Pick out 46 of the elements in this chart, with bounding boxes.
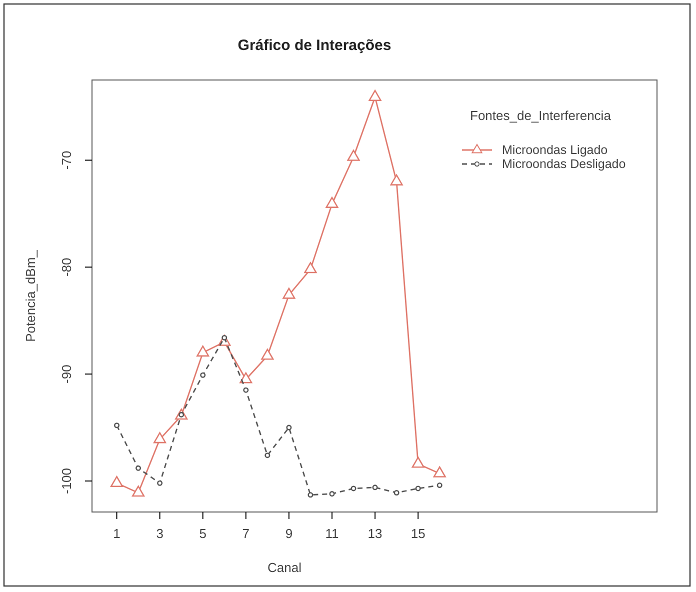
x-tick-label: 7: [242, 526, 250, 542]
x-tick-label: 3: [156, 526, 164, 542]
point: [415, 486, 421, 492]
point: [154, 432, 166, 444]
point: [436, 482, 442, 488]
point: [433, 466, 446, 478]
point: [240, 372, 252, 384]
point: [132, 486, 145, 497]
point: [157, 480, 163, 486]
y-tick-label: -100: [59, 468, 74, 494]
x-tick-label: 13: [368, 526, 382, 542]
legend-label: Microondas Ligado: [502, 143, 608, 157]
point: [243, 387, 249, 393]
x-tick-label: 11: [325, 526, 339, 542]
x-tick-label: 15: [410, 526, 426, 542]
y-tick-label: -70: [59, 150, 74, 170]
y-tick-label: -90: [59, 364, 74, 384]
point: [372, 484, 378, 490]
x-axis-title: Canal: [268, 560, 302, 575]
legend-label: Microondas Desligado: [502, 157, 626, 171]
point: [394, 490, 400, 496]
point: [350, 486, 356, 492]
x-tick-label: 5: [199, 526, 206, 542]
point: [110, 476, 124, 488]
point: [286, 424, 292, 430]
point: [368, 90, 382, 102]
point: [200, 372, 206, 378]
chart-title: Gráfico de Interações: [238, 37, 392, 54]
point: [261, 348, 274, 360]
y-axis-title: Potencia_dBm_: [23, 249, 38, 342]
point: [136, 465, 142, 471]
point: [390, 174, 403, 186]
x-tick-label: 9: [285, 526, 293, 542]
point: [412, 456, 424, 468]
point: [329, 491, 335, 497]
legend-title: Fontes_de_Interferencia: [470, 108, 612, 123]
point: [196, 346, 210, 357]
point: [304, 262, 317, 274]
point: [282, 288, 296, 299]
point: [326, 196, 338, 208]
point: [264, 452, 270, 458]
y-tick-label: -80: [59, 258, 74, 277]
point: [114, 422, 120, 428]
x-tick-label: 1: [113, 526, 120, 542]
point: [347, 150, 360, 161]
point: [308, 492, 314, 498]
